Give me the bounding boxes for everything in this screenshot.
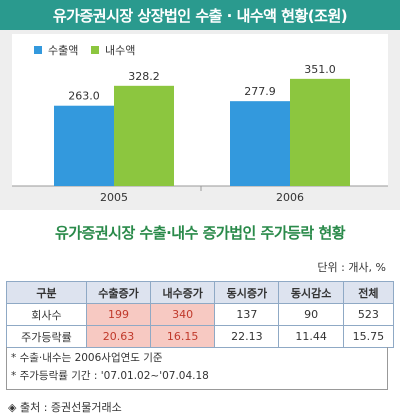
table-row: 회사수 199 340 137 90 523 xyxy=(6,303,395,326)
row-header: 주가등락률 xyxy=(6,325,87,348)
source-label: ◈ 출처 : 증권선물거래소 xyxy=(8,401,122,414)
chart-title: 유가증권시장 상장법인 수출 · 내수액 현황(조원) xyxy=(52,6,348,25)
table-cell: 22.13 xyxy=(214,325,280,348)
note-line: * 주가등락률 기간 : '07.01.02~'07.04.18 xyxy=(11,370,209,382)
data-label: 351.0 xyxy=(304,63,336,76)
table-title: 유가증권시장 수출·내수 증가법인 주가등락 현황 xyxy=(54,224,346,242)
table-cell: 199 xyxy=(85,303,152,326)
table-cell: 137 xyxy=(214,303,280,326)
stats-table: 구분 수출증가 내수증가 동시증가 동시감소 전체 회사수 199 340 137 90 523 주가… xyxy=(6,281,395,348)
data-label: 277.9 xyxy=(244,85,276,98)
legend-label: 내수액 xyxy=(105,44,135,57)
column-header: 동시감소 xyxy=(278,281,344,304)
chart-title-bar: 유가증권시장 상장법인 수출 · 내수액 현황(조원) xyxy=(0,0,400,30)
column-header: 내수증가 xyxy=(150,281,216,304)
bar-chart: 수출액 내수액 263.0 328.2 2005 277.9 351.0 2006 xyxy=(12,34,388,204)
x-tick-label: 2005 xyxy=(100,191,128,204)
table-row: 주가등락률 20.63 16.15 22.13 11.44 15.75 xyxy=(6,325,395,348)
bar xyxy=(290,78,350,186)
bar xyxy=(114,85,174,186)
table-cell: 11.44 xyxy=(278,325,344,348)
table-header-row: 구분 수출증가 내수증가 동시증가 동시감소 전체 xyxy=(6,281,395,304)
table-body: 회사수 199 340 137 90 523 주가등락률 20.63 16.15 22.13 11.… xyxy=(6,303,395,348)
table-cell: 20.63 xyxy=(85,325,152,348)
bar xyxy=(230,101,290,186)
table-cell: 15.75 xyxy=(342,325,395,348)
data-label: 263.0 xyxy=(68,90,100,103)
column-header: 동시증가 xyxy=(214,281,280,304)
legend-swatch xyxy=(91,46,99,54)
table-cell: 16.15 xyxy=(150,325,216,348)
column-header: 구분 xyxy=(6,281,87,304)
notes-box: * 수출·내수는 2006사업연도 기준 * 주가등락률 기간 : '07.01… xyxy=(6,347,388,390)
note-line: * 수출·내수는 2006사업연도 기준 xyxy=(11,352,163,364)
legend-swatch xyxy=(34,46,42,54)
data-label: 328.2 xyxy=(128,70,160,83)
table-cell: 523 xyxy=(342,303,395,326)
column-header: 수출증가 xyxy=(85,281,152,304)
row-header: 회사수 xyxy=(6,303,87,326)
bar-chart-panel: 수출액 내수액 263.0 328.2 2005 277.9 351.0 2006 xyxy=(0,30,400,210)
bar xyxy=(54,105,114,186)
column-header: 전체 xyxy=(342,281,395,304)
unit-label: 단위 : 개사, % xyxy=(317,261,386,274)
table-cell: 340 xyxy=(150,303,216,326)
legend-label: 수출액 xyxy=(48,44,78,57)
x-tick-label: 2006 xyxy=(276,191,304,204)
table-cell: 90 xyxy=(278,303,344,326)
